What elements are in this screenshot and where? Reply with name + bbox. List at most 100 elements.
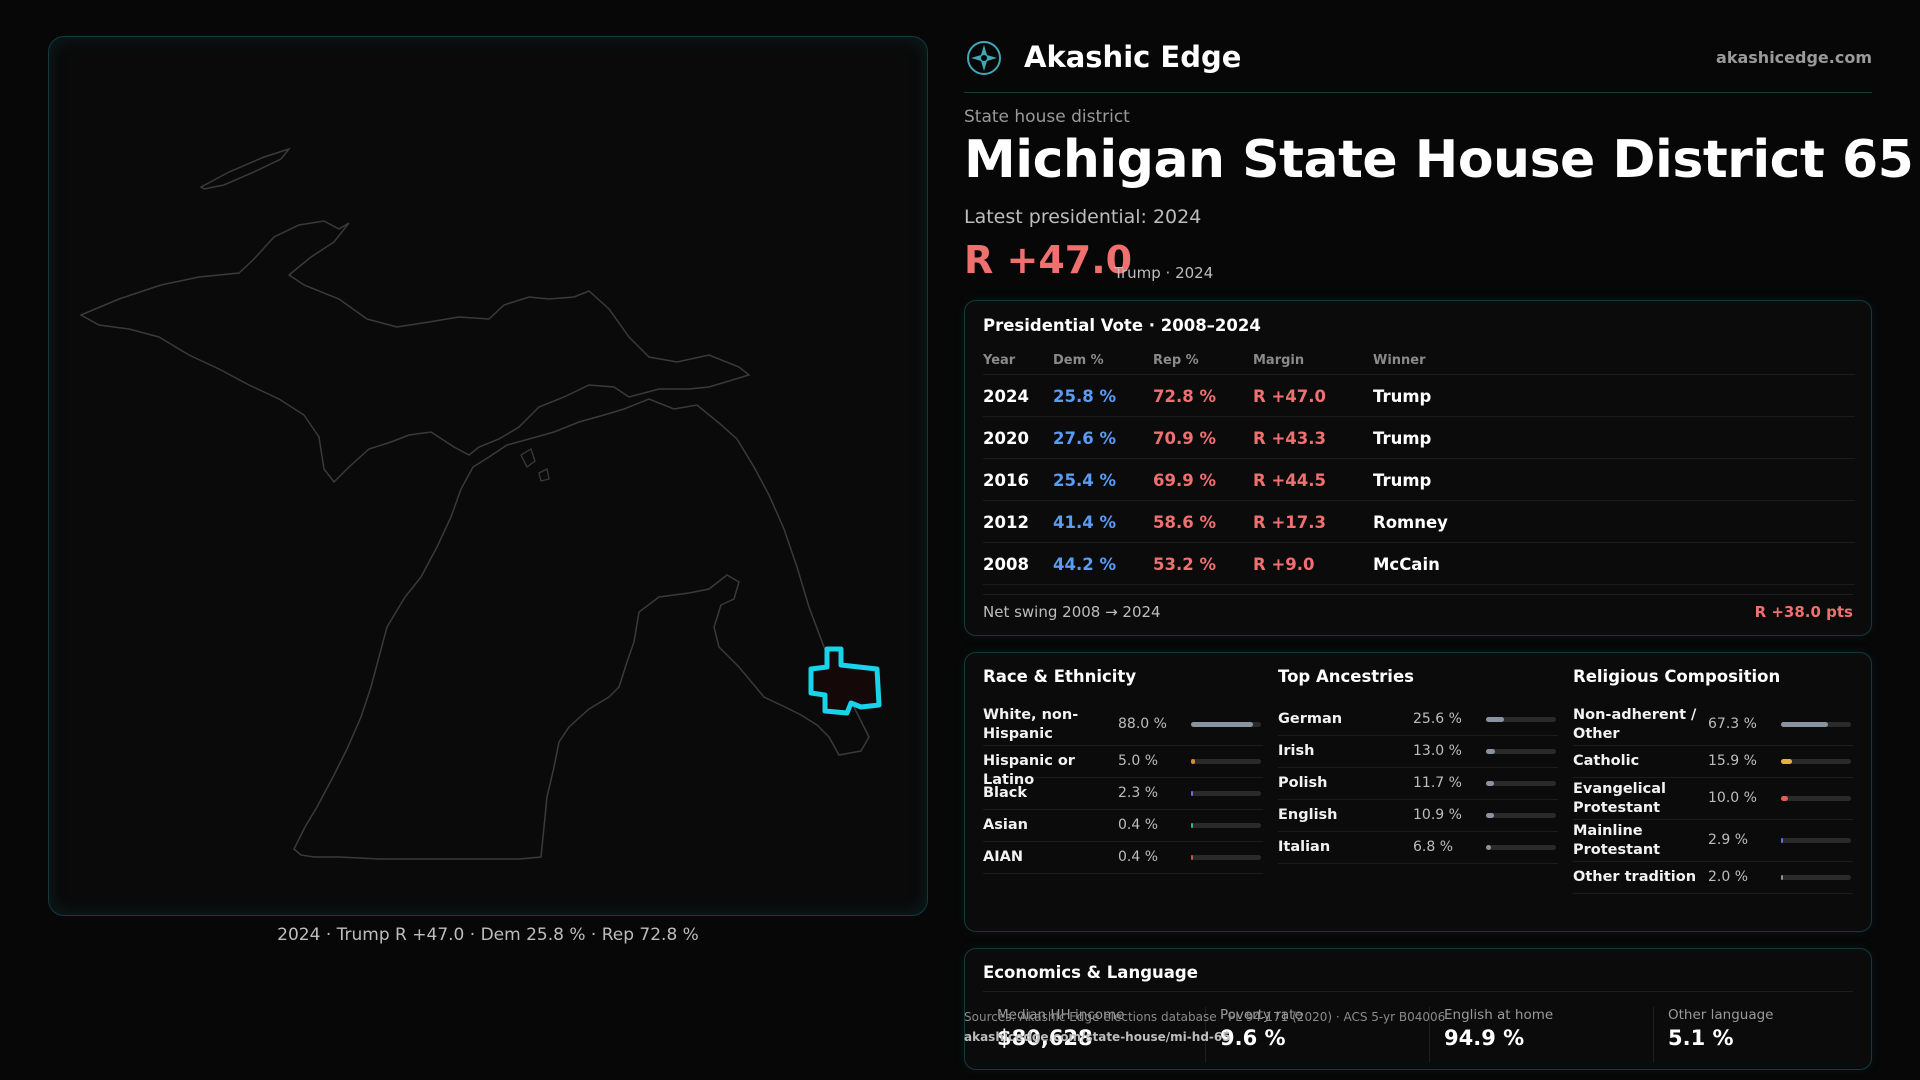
demographic-label: Non-adherent / Other bbox=[1573, 707, 1697, 742]
demographic-percent: 2.0 % bbox=[1708, 869, 1749, 885]
table-row: 2024 25.8 % 72.8 % R +47.0 Trump bbox=[983, 375, 1855, 417]
demographic-row: AIAN 0.4 % bbox=[983, 842, 1263, 874]
demographic-label: Hispanic or Latino bbox=[983, 753, 1075, 788]
demographic-label: Other tradition bbox=[1573, 869, 1697, 885]
michigan-map[interactable] bbox=[49, 37, 929, 917]
compass-star-icon[interactable] bbox=[966, 40, 1002, 76]
presidential-vote-title: Presidential Vote · 2008–2024 bbox=[983, 316, 1261, 335]
stat-english-at-home: English at home 94.9 % bbox=[1429, 1007, 1639, 1063]
map-panel[interactable] bbox=[48, 36, 928, 916]
demographic-percent: 25.6 % bbox=[1413, 711, 1462, 727]
stat-value: 9.6 % bbox=[1220, 1026, 1286, 1050]
stat-other-language: Other language 5.1 % bbox=[1653, 1007, 1863, 1063]
source-footnote: Sources: Akashic Edge elections database… bbox=[964, 1007, 1445, 1047]
demographic-percent: 15.9 % bbox=[1708, 753, 1757, 769]
district-65-highlight[interactable] bbox=[808, 646, 882, 716]
demographic-bar-track bbox=[1191, 855, 1261, 860]
district-type-label: State house district bbox=[964, 107, 1130, 127]
demographic-percent: 6.8 % bbox=[1413, 839, 1454, 855]
col-header-winner: Winner bbox=[1373, 353, 1426, 368]
table-row: 2020 27.6 % 70.9 % R +43.3 Trump bbox=[983, 417, 1855, 459]
cell-winner: Trump bbox=[1373, 471, 1432, 490]
demographic-label: Catholic bbox=[1573, 753, 1640, 769]
cell-year: 2020 bbox=[983, 429, 1029, 448]
table-row: 2008 44.2 % 53.2 % R +9.0 McCain bbox=[983, 543, 1855, 585]
demographic-label: White, non-Hispanic bbox=[983, 707, 1079, 742]
table-header-row: Year Dem % Rep % Margin Winner bbox=[983, 349, 1855, 375]
table-row: 2012 41.4 % 58.6 % R +17.3 Romney bbox=[983, 501, 1855, 543]
demographic-bar-fill bbox=[1486, 813, 1494, 818]
demographic-percent: 0.4 % bbox=[1118, 817, 1159, 833]
demographic-bar-track bbox=[1191, 759, 1261, 764]
demographic-row: Black 2.3 % bbox=[983, 778, 1263, 810]
demographic-percent: 0.4 % bbox=[1118, 849, 1159, 865]
source-text: Sources: Akashic Edge elections database… bbox=[964, 1010, 1446, 1024]
demographic-bar-track bbox=[1486, 749, 1556, 754]
demographic-row: Catholic 15.9 % bbox=[1573, 746, 1853, 778]
demographic-row: Hispanic or Latino 5.0 % bbox=[983, 746, 1263, 788]
demographic-bar-track bbox=[1781, 875, 1851, 880]
demographic-bar-fill bbox=[1486, 845, 1491, 850]
presidential-vote-card: Presidential Vote · 2008–2024 Year Dem %… bbox=[964, 300, 1872, 636]
demographic-percent: 11.7 % bbox=[1413, 775, 1462, 791]
ancestry-section: Top Ancestries German 25.6 % Irish 13.0 % Po… bbox=[1278, 667, 1558, 864]
demographic-percent: 88.0 % bbox=[1118, 716, 1167, 732]
brand-name[interactable]: Akashic Edge bbox=[1024, 40, 1242, 74]
demographic-bar-track bbox=[1191, 823, 1261, 828]
isle-royale-outline bbox=[199, 147, 292, 190]
demographic-bar-fill bbox=[1781, 838, 1784, 843]
religion-section: Religious Composition Non-adherent / Oth… bbox=[1573, 667, 1853, 894]
demographic-percent: 13.0 % bbox=[1413, 743, 1462, 759]
demographic-label: Irish bbox=[1278, 743, 1315, 759]
lower-peninsula-outline bbox=[293, 398, 870, 860]
upper-peninsula-outline bbox=[79, 220, 751, 484]
stat-poverty-rate: Poverty rate 9.6 % bbox=[1205, 1007, 1415, 1063]
col-header-dem: Dem % bbox=[1053, 353, 1104, 368]
cell-winner: Trump bbox=[1373, 387, 1432, 406]
demographic-bar-fill bbox=[1486, 781, 1495, 786]
demographic-row: Italian 6.8 % bbox=[1278, 832, 1558, 864]
demographic-bar-track bbox=[1781, 796, 1851, 801]
demographic-bar-track bbox=[1781, 838, 1851, 843]
demographic-bar-track bbox=[1191, 722, 1261, 727]
page-title: Michigan State House District 65 bbox=[964, 130, 1914, 190]
cell-dem: 25.4 % bbox=[1053, 471, 1116, 490]
demographic-label: German bbox=[1278, 711, 1343, 727]
cell-rep: 72.8 % bbox=[1153, 387, 1216, 406]
demographic-row: Other tradition 2.0 % bbox=[1573, 862, 1853, 894]
demographic-bar-fill bbox=[1191, 759, 1195, 764]
demographic-percent: 10.0 % bbox=[1708, 790, 1757, 806]
cell-margin: R +43.3 bbox=[1253, 429, 1326, 448]
demographic-bar-track bbox=[1486, 717, 1556, 722]
brand-url[interactable]: akashicedge.com bbox=[1716, 48, 1872, 67]
demographic-bar-fill bbox=[1781, 722, 1829, 727]
demographic-bar-track bbox=[1781, 759, 1851, 764]
demographic-label: Evangelical Protestant bbox=[1573, 781, 1666, 816]
demographic-label: Polish bbox=[1278, 775, 1328, 791]
demographic-percent: 10.9 % bbox=[1413, 807, 1462, 823]
presidential-vote-table: Year Dem % Rep % Margin Winner 2024 25.8… bbox=[983, 349, 1855, 585]
demographic-bar-track bbox=[1486, 813, 1556, 818]
demographic-bar-track bbox=[1486, 781, 1556, 786]
stat-label: English at home bbox=[1444, 1007, 1554, 1023]
demographic-bar-fill bbox=[1191, 855, 1193, 860]
brand-bar: Akashic Edge akashicedge.com bbox=[964, 38, 1872, 78]
demographic-row: Asian 0.4 % bbox=[983, 810, 1263, 842]
demographic-label: Mainline Protestant bbox=[1573, 823, 1661, 858]
cell-rep: 58.6 % bbox=[1153, 513, 1216, 532]
stat-median-income: Median HH income $80,628 bbox=[983, 1007, 1193, 1050]
cell-year: 2008 bbox=[983, 555, 1029, 574]
table-row: 2016 25.4 % 69.9 % R +44.5 Trump bbox=[983, 459, 1855, 501]
net-swing-label: Net swing 2008 → 2024 bbox=[983, 603, 1161, 621]
demographic-row: Mainline Protestant 2.9 % bbox=[1573, 820, 1853, 862]
demographic-row: German 25.6 % bbox=[1278, 704, 1558, 736]
cell-margin: R +17.3 bbox=[1253, 513, 1326, 532]
demographic-percent: 67.3 % bbox=[1708, 716, 1757, 732]
col-header-rep: Rep % bbox=[1153, 353, 1199, 368]
stat-value: 5.1 % bbox=[1668, 1026, 1734, 1050]
small-island-outline bbox=[538, 468, 550, 482]
source-url[interactable]: akashicedge.com/state-house/mi-hd-65 bbox=[964, 1030, 1231, 1044]
demographic-row: Non-adherent / Other 67.3 % bbox=[1573, 704, 1853, 746]
net-swing-value: R +38.0 pts bbox=[1754, 603, 1853, 621]
demographic-bar-track bbox=[1486, 845, 1556, 850]
